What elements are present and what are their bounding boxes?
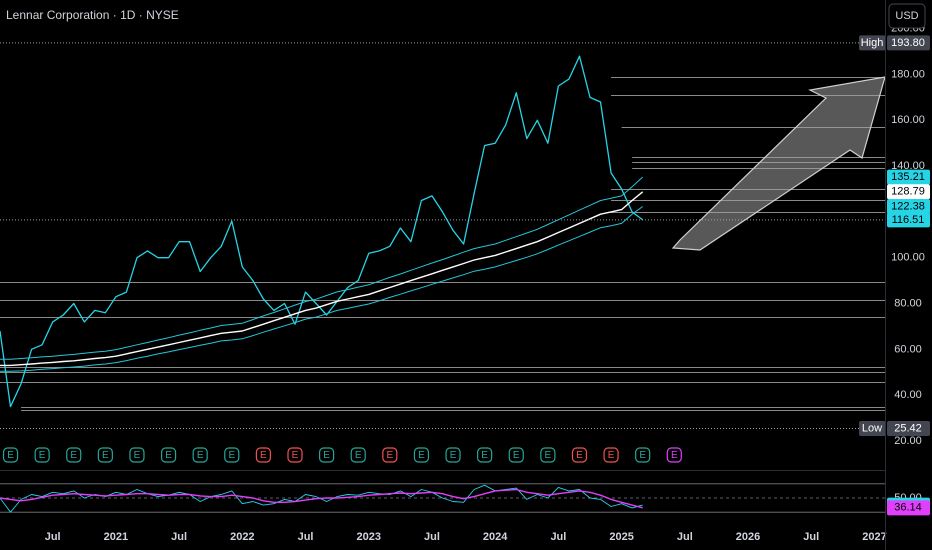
price-label-box	[887, 421, 930, 437]
y-tick-label: 200.00	[891, 23, 925, 35]
price-label: 135.21	[891, 171, 925, 183]
series-line	[0, 488, 643, 509]
price-label-box	[887, 169, 930, 185]
earnings-marker	[97, 447, 113, 463]
x-tick-label: Jul	[45, 531, 61, 543]
earnings-label: E	[102, 450, 109, 461]
price-label-box	[887, 500, 930, 516]
price-label-box	[887, 184, 930, 200]
earnings-label: E	[608, 450, 615, 461]
earnings-marker	[34, 447, 50, 463]
price-label: 128.79	[891, 186, 925, 198]
earnings-marker	[508, 447, 524, 463]
earnings-marker	[666, 447, 682, 463]
chart-title: Lennar Corporation · 1D · NYSE	[6, 8, 179, 22]
x-tick-label: Jul	[550, 531, 566, 543]
x-tick-label: 2021	[104, 531, 128, 543]
price-label-box	[887, 35, 930, 51]
price-label: 116.51	[892, 214, 925, 226]
earnings-marker	[350, 447, 366, 463]
x-tick-label: Jul	[424, 531, 440, 543]
earnings-label: E	[639, 450, 646, 461]
earnings-marker	[477, 447, 493, 463]
y-tick-label: 60.00	[894, 343, 922, 355]
earnings-marker	[224, 447, 240, 463]
earnings-marker	[382, 447, 398, 463]
y-tick-label: 80.00	[894, 297, 922, 309]
x-tick-label: 2022	[230, 531, 254, 543]
x-tick-label: Jul	[677, 531, 693, 543]
earnings-label: E	[481, 450, 488, 461]
price-label: 122.38	[891, 200, 925, 212]
earnings-label: E	[418, 450, 425, 461]
y-tick-label: 100.00	[891, 252, 925, 264]
price-tag: High	[861, 37, 884, 49]
earnings-label: E	[386, 450, 393, 461]
earnings-label: E	[513, 450, 520, 461]
earnings-marker	[287, 447, 303, 463]
earnings-label: E	[671, 450, 678, 461]
price-label: 25.42	[894, 422, 922, 434]
earnings-label: E	[450, 450, 457, 461]
earnings-marker	[445, 447, 461, 463]
x-tick-label: Jul	[171, 531, 187, 543]
x-tick-label: 2027	[862, 531, 886, 543]
earnings-marker	[192, 447, 208, 463]
earnings-label: E	[260, 450, 267, 461]
y-tick-label: 140.00	[891, 160, 925, 172]
x-tick-label: 2024	[483, 531, 508, 543]
series-line	[0, 191, 644, 367]
price-tag-box	[859, 35, 886, 51]
earnings-marker	[129, 447, 145, 463]
earnings-label: E	[323, 450, 330, 461]
x-tick-label: 2026	[736, 531, 760, 543]
x-tick-label: 2025	[609, 531, 633, 543]
currency-label[interactable]: USD	[895, 10, 918, 22]
earnings-marker	[635, 447, 651, 463]
x-tick-label: 2023	[357, 531, 381, 543]
price-tag: Low	[862, 422, 882, 434]
y-tick-label: 180.00	[891, 68, 925, 80]
earnings-marker	[571, 447, 588, 463]
earnings-label: E	[165, 450, 172, 461]
series-line	[0, 206, 643, 372]
series-line	[0, 55, 644, 408]
earnings-label: E	[134, 450, 141, 461]
earnings-label: E	[228, 450, 235, 461]
price-label-box	[887, 198, 930, 214]
price-tag-box	[859, 421, 886, 437]
y-tick-label: 160.00	[891, 114, 925, 126]
earnings-marker	[540, 447, 556, 463]
earnings-marker	[66, 447, 82, 463]
earnings-label: E	[545, 450, 552, 461]
earnings-label: E	[576, 450, 583, 461]
price-label-box	[887, 212, 930, 228]
earnings-label: E	[7, 450, 14, 461]
earnings-label: E	[355, 450, 362, 461]
x-tick-label: Jul	[298, 531, 314, 543]
earnings-marker	[413, 447, 430, 463]
series-line	[0, 176, 644, 360]
earnings-label: E	[197, 450, 204, 461]
price-label: 36.14	[894, 502, 922, 514]
y-tick-label: 40.00	[894, 389, 922, 401]
earnings-marker	[255, 447, 271, 463]
earnings-label: E	[70, 450, 77, 461]
y-tick-label: 20.00	[894, 435, 922, 447]
earnings-marker	[603, 447, 619, 463]
currency-button[interactable]	[888, 3, 926, 29]
earnings-marker	[160, 447, 177, 463]
earnings-label: E	[39, 450, 46, 461]
x-tick-label: Jul	[803, 531, 819, 543]
earnings-marker	[319, 447, 335, 463]
price-label: 193.80	[891, 37, 925, 49]
earnings-marker	[2, 447, 19, 463]
earnings-label: E	[292, 450, 299, 461]
